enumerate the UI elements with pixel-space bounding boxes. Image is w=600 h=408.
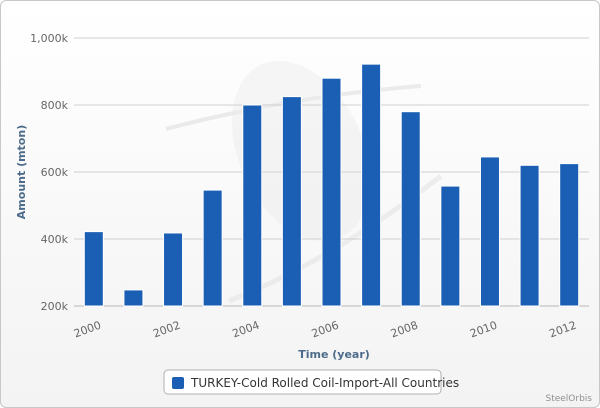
credit-text[interactable]: SteelOrbis [545, 394, 592, 404]
x-tick-label: 2010 [468, 319, 499, 341]
x-tick-label: 2008 [389, 319, 420, 341]
x-tick-label: 2002 [151, 319, 182, 341]
bar-2002[interactable] [163, 232, 184, 307]
bar-2004[interactable] [242, 104, 263, 307]
x-tick-label: 2012 [547, 319, 578, 341]
bar-2003[interactable] [202, 189, 223, 307]
bar-2011[interactable] [519, 164, 540, 307]
bar-2012[interactable] [559, 163, 580, 307]
bar-2007[interactable] [361, 63, 382, 307]
y-tick-labels: 200k 400k 600k 800k 1,000k [30, 32, 68, 313]
bar-2009[interactable] [440, 185, 461, 307]
y-tick-label: 200k [41, 300, 69, 313]
bar-2000[interactable] [83, 231, 104, 307]
x-tick-label: 2000 [72, 319, 103, 341]
x-tick-label: 2004 [231, 319, 262, 341]
bars-group [83, 63, 580, 307]
legend[interactable]: TURKEY-Cold Rolled Coil-Import-All Count… [163, 369, 459, 395]
x-axis-title: Time (year) [298, 348, 370, 361]
legend-box[interactable] [163, 369, 442, 395]
bar-2010[interactable] [479, 156, 500, 307]
y-tick-label: 800k [41, 99, 69, 112]
bar-2006[interactable] [321, 77, 342, 307]
x-tick-label: 2006 [310, 319, 341, 341]
bar-2001[interactable] [123, 289, 144, 307]
bar-2005[interactable] [281, 96, 302, 307]
legend-label[interactable]: TURKEY-Cold Rolled Coil-Import-All Count… [190, 376, 459, 390]
legend-swatch[interactable] [172, 377, 184, 389]
bar-2008[interactable] [400, 111, 421, 307]
y-axis-title: Amount (mton) [15, 125, 28, 219]
y-tick-label: 600k [41, 166, 69, 179]
y-tick-label: 400k [41, 233, 69, 246]
x-tick-labels: 2000 2002 2004 2006 2008 2010 2012 [72, 319, 578, 341]
y-tick-label: 1,000k [30, 32, 68, 45]
